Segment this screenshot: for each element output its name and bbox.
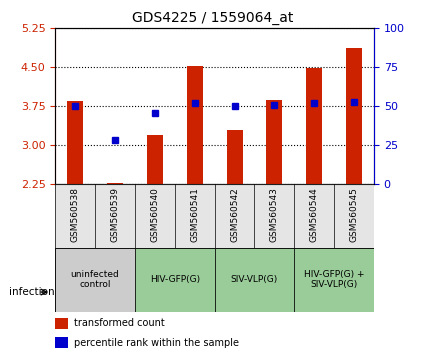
Bar xyxy=(135,184,175,248)
Text: GSM560542: GSM560542 xyxy=(230,187,239,242)
Text: transformed count: transformed count xyxy=(74,318,165,329)
Text: HIV-GFP(G) +
SIV-VLP(G): HIV-GFP(G) + SIV-VLP(G) xyxy=(304,270,364,289)
Bar xyxy=(215,184,255,248)
Bar xyxy=(135,248,215,312)
Bar xyxy=(334,184,374,248)
Bar xyxy=(346,47,362,184)
Bar xyxy=(306,68,322,184)
Bar xyxy=(55,248,135,312)
Text: HIV-GFP(G): HIV-GFP(G) xyxy=(150,275,200,284)
Bar xyxy=(215,248,294,312)
Bar xyxy=(55,318,68,329)
Text: SIV-VLP(G): SIV-VLP(G) xyxy=(231,275,278,284)
Bar xyxy=(55,337,68,348)
Text: percentile rank within the sample: percentile rank within the sample xyxy=(74,337,239,348)
Bar xyxy=(255,184,294,248)
Bar xyxy=(95,184,135,248)
Bar xyxy=(107,183,123,184)
Bar xyxy=(294,184,334,248)
Bar xyxy=(147,135,163,184)
Bar xyxy=(55,184,95,248)
Bar xyxy=(294,248,374,312)
Bar xyxy=(175,184,215,248)
Text: GSM560540: GSM560540 xyxy=(150,187,159,242)
Text: GDS4225 / 1559064_at: GDS4225 / 1559064_at xyxy=(132,11,293,25)
Text: infection: infection xyxy=(8,287,54,297)
Text: GSM560544: GSM560544 xyxy=(310,187,319,242)
Bar xyxy=(227,130,243,184)
Bar xyxy=(266,100,282,184)
Bar xyxy=(187,66,203,184)
Text: GSM560545: GSM560545 xyxy=(350,187,359,242)
Text: GSM560543: GSM560543 xyxy=(270,187,279,242)
Text: GSM560539: GSM560539 xyxy=(110,187,119,242)
Bar xyxy=(67,101,83,184)
Text: GSM560538: GSM560538 xyxy=(71,187,79,242)
Text: uninfected
control: uninfected control xyxy=(71,270,119,289)
Text: GSM560541: GSM560541 xyxy=(190,187,199,242)
